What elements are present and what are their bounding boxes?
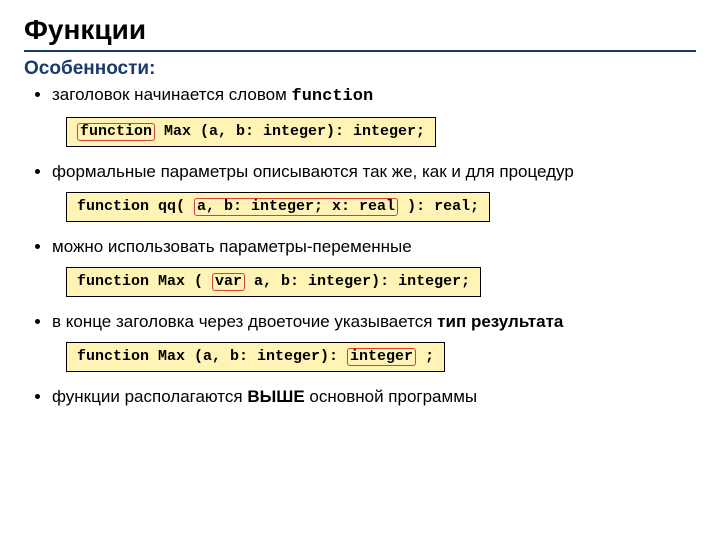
code3-pre: function Max ( <box>77 273 212 290</box>
bullet-1-text: заголовок начинается словом <box>52 85 292 104</box>
code3-highlight: var <box>212 273 245 291</box>
code2-post: ): real; <box>398 198 479 215</box>
bullet-1-keyword: function <box>292 87 374 106</box>
code2-highlight: a, b: integer; x: real <box>194 198 398 216</box>
code1-highlight: function <box>77 123 155 141</box>
code-box-2: function qq( a, b: integer; x: real ): r… <box>66 192 490 222</box>
bullet-list-3: можно использовать параметры-переменные <box>24 236 696 257</box>
code-box-3: function Max ( var a, b: integer): integ… <box>66 267 481 297</box>
code1-rest: Max (a, b: integer): integer; <box>155 123 425 140</box>
bullet-list-4: в конце заголовка через двоеточие указыв… <box>24 311 696 332</box>
code4-post: ; <box>416 348 434 365</box>
code4-pre: function Max (a, b: integer): <box>77 348 347 365</box>
code3-post: a, b: integer): integer; <box>245 273 470 290</box>
code2-pre: function qq( <box>77 198 194 215</box>
code-box-4: function Max (a, b: integer): integer ; <box>66 342 445 372</box>
subtitle: Особенности: <box>24 58 696 80</box>
bullet-5: функции располагаются ВЫШЕ основной прог… <box>52 386 696 407</box>
bullet-list-2: формальные параметры описываются так же,… <box>24 161 696 182</box>
bullet-2: формальные параметры описываются так же,… <box>52 161 696 182</box>
bullet-4-bold: тип результата <box>437 312 563 331</box>
bullet-4: в конце заголовка через двоеточие указыв… <box>52 311 696 332</box>
bullet-5-pre: функции располагаются <box>52 387 247 406</box>
bullet-list: заголовок начинается словом function <box>24 84 696 107</box>
bullet-5-bold: ВЫШЕ <box>247 387 304 406</box>
bullet-4-pre: в конце заголовка через двоеточие указыв… <box>52 312 437 331</box>
slide-container: Функции Особенности: заголовок начинаетс… <box>0 0 720 425</box>
bullet-3: можно использовать параметры-переменные <box>52 236 696 257</box>
bullet-list-5: функции располагаются ВЫШЕ основной прог… <box>24 386 696 407</box>
code4-highlight: integer <box>347 348 416 366</box>
page-title: Функции <box>24 14 696 52</box>
bullet-1: заголовок начинается словом function <box>52 84 696 107</box>
code-box-1: function Max (a, b: integer): integer; <box>66 117 436 147</box>
bullet-5-post: основной программы <box>305 387 477 406</box>
